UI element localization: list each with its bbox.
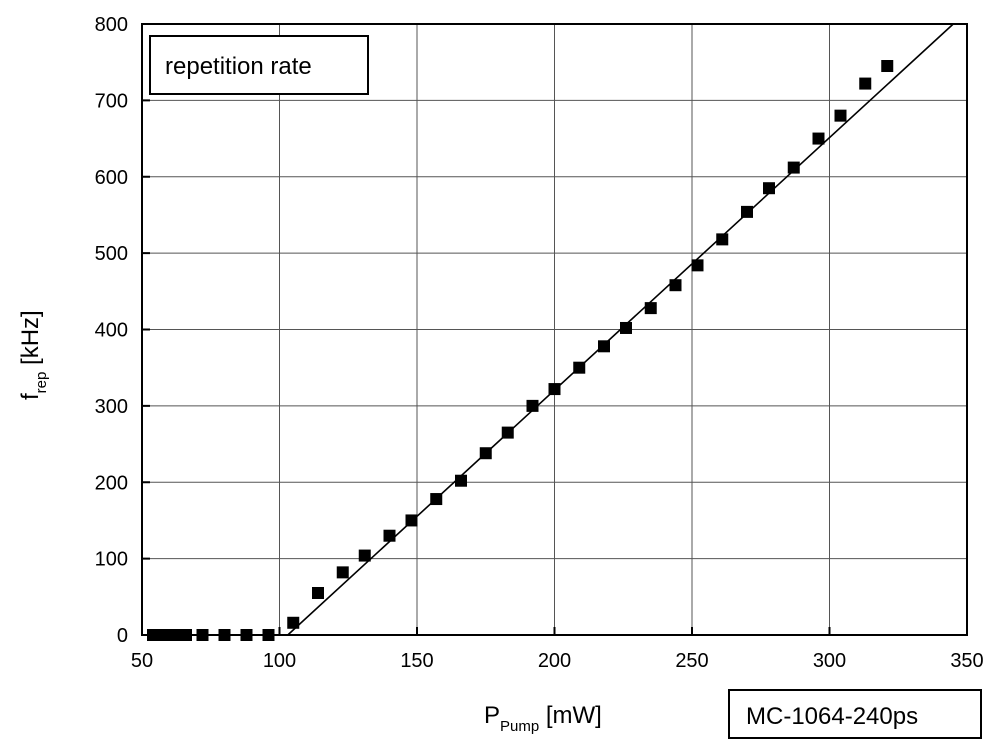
y-axis-label-unit: [kHz] xyxy=(17,310,44,371)
x-axis-label-sub: Pump xyxy=(500,718,539,735)
data-point xyxy=(526,399,539,412)
x-axis-label: PPump [mW] xyxy=(484,702,602,735)
y-axis-label-main: f xyxy=(17,393,44,400)
data-point xyxy=(644,302,657,315)
data-point xyxy=(859,77,872,90)
data-point xyxy=(358,549,371,562)
y-tick-label: 700 xyxy=(95,90,128,112)
y-tick-label: 800 xyxy=(95,14,128,36)
x-tick-label: 200 xyxy=(538,650,571,672)
y-tick-label: 600 xyxy=(95,167,128,189)
data-point xyxy=(479,447,492,460)
x-tick-label: 50 xyxy=(131,650,153,672)
x-tick-label: 100 xyxy=(263,650,296,672)
y-tick-label: 400 xyxy=(95,320,128,342)
data-point xyxy=(548,383,561,396)
data-point xyxy=(881,60,894,73)
y-tick-label: 0 xyxy=(117,625,128,647)
data-point xyxy=(716,233,729,246)
data-point xyxy=(336,566,349,579)
x-axis-label-main: P xyxy=(484,702,500,729)
y-tick-label: 300 xyxy=(95,396,128,418)
grid-lines xyxy=(141,23,968,636)
x-tick-label: 150 xyxy=(400,650,433,672)
data-point xyxy=(669,279,682,292)
data-point xyxy=(383,529,396,542)
y-tick-label: 100 xyxy=(95,549,128,571)
data-point xyxy=(573,361,586,374)
x-tick-label: 300 xyxy=(813,650,846,672)
y-tick-label: 500 xyxy=(95,243,128,265)
data-point xyxy=(620,321,632,334)
data-point xyxy=(405,514,418,527)
data-point xyxy=(763,182,775,195)
data-point xyxy=(430,493,443,506)
annotation-label: repetition rate xyxy=(165,53,312,80)
y-axis-label-sub: rep xyxy=(33,372,50,394)
data-point xyxy=(598,340,610,353)
data-point xyxy=(741,205,753,218)
data-point xyxy=(501,426,514,439)
x-ticks: 50 100 150 200 250 300 350 xyxy=(131,627,984,672)
data-point xyxy=(691,259,704,272)
x-axis-label-unit: [mW] xyxy=(539,702,602,729)
y-tick-label: 200 xyxy=(95,472,128,494)
data-point xyxy=(787,161,800,174)
annotation-box xyxy=(149,35,369,95)
data-point xyxy=(834,109,847,122)
data-point xyxy=(312,586,324,599)
y-ticks: 0 100 200 300 400 500 600 700 800 xyxy=(95,14,150,647)
model-label-box xyxy=(728,689,982,739)
x-tick-label: 250 xyxy=(675,650,708,672)
model-label: MC-1064-240ps xyxy=(746,703,918,730)
x-tick-label: 350 xyxy=(950,650,983,672)
data-point xyxy=(455,474,467,487)
data-points xyxy=(147,60,894,641)
data-point xyxy=(287,616,300,629)
y-axis-label: frep [kHz] xyxy=(17,310,50,400)
data-point xyxy=(812,132,825,145)
